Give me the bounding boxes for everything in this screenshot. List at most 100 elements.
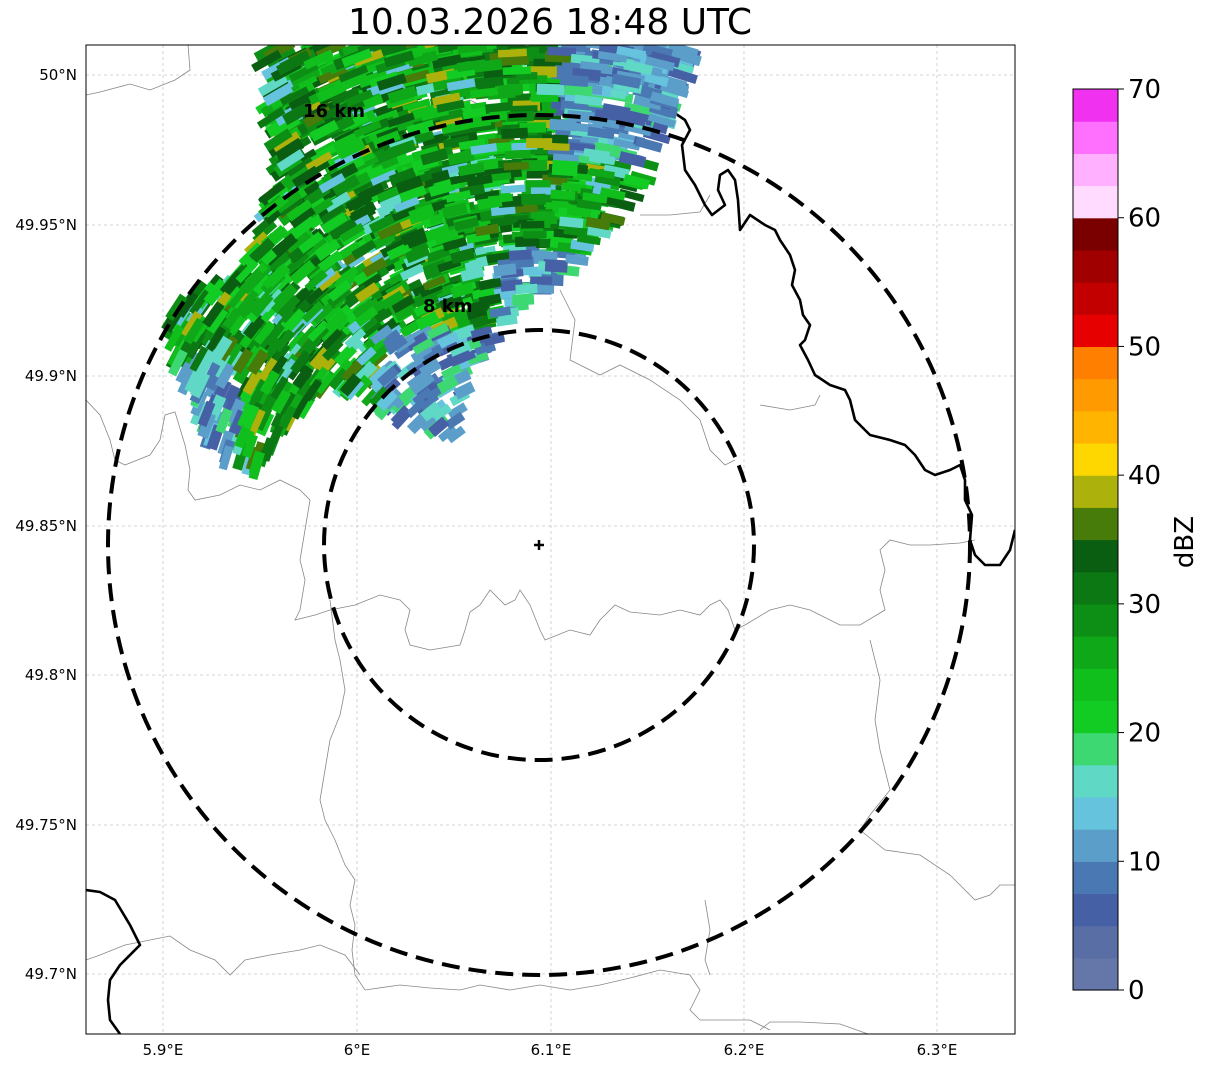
echo-cell xyxy=(618,110,647,127)
echo-cell xyxy=(442,135,471,150)
echo-cell xyxy=(405,230,432,249)
echo-cell xyxy=(383,50,415,68)
echo-cell xyxy=(466,174,493,187)
echo-cell xyxy=(380,239,406,258)
echo-cell xyxy=(286,156,316,181)
echo-cell xyxy=(180,310,204,339)
echo-cell xyxy=(362,257,388,278)
echo-cell xyxy=(413,299,437,317)
echo-cell xyxy=(667,45,699,60)
echo-cell xyxy=(248,237,276,264)
echo-cell xyxy=(424,224,451,242)
echo-cell xyxy=(304,270,328,292)
echo-cell xyxy=(639,71,669,87)
echo-cell xyxy=(394,302,418,322)
echo-cell xyxy=(431,92,462,109)
echo-cell xyxy=(376,184,404,203)
echo-cell xyxy=(324,309,349,333)
echo-cell xyxy=(659,82,690,99)
echo-cell xyxy=(315,372,335,395)
echo-cell xyxy=(439,293,464,312)
echo-cell xyxy=(375,45,407,58)
echo-cell xyxy=(423,169,451,186)
echo-cell xyxy=(318,172,346,194)
echo-cell xyxy=(210,335,233,363)
echo-cell xyxy=(450,247,476,265)
echo-cell xyxy=(333,343,358,368)
echo-cell xyxy=(206,307,229,334)
lat-tick-label: 49.95°N xyxy=(15,216,77,234)
echo-cell xyxy=(206,326,227,352)
echo-cell xyxy=(502,66,532,76)
echo-cell xyxy=(285,230,312,254)
echo-cell xyxy=(395,175,424,194)
echo-cell xyxy=(494,83,524,96)
echo-cell xyxy=(277,294,301,319)
echo-cell xyxy=(449,172,476,185)
echo-cell xyxy=(544,260,568,273)
echo-cell xyxy=(276,149,305,172)
echo-cell xyxy=(489,306,512,319)
echo-cell xyxy=(441,162,469,175)
echo-cell xyxy=(497,48,527,58)
echo-cell xyxy=(412,337,435,355)
echo-cell xyxy=(487,193,513,204)
echo-cell xyxy=(431,403,453,422)
echo-cell xyxy=(167,349,188,377)
echo-cell xyxy=(550,189,576,201)
echo-cell xyxy=(261,288,285,313)
echo-cell xyxy=(500,184,526,194)
echo-cell xyxy=(449,341,473,360)
echo-cell xyxy=(226,398,246,425)
echo-cell xyxy=(402,98,432,115)
echo-cell xyxy=(399,185,426,203)
echo-cell xyxy=(379,192,406,210)
echo-cell xyxy=(574,94,603,107)
echo-cell xyxy=(202,301,225,328)
echo-cell xyxy=(418,358,442,379)
echo-cell xyxy=(470,325,493,339)
echo-cell xyxy=(286,199,313,222)
echo-cell xyxy=(357,182,385,203)
echo-cell xyxy=(453,217,480,232)
echo-cell xyxy=(445,190,472,203)
echo-cell xyxy=(327,279,352,302)
echo-cell xyxy=(356,298,380,318)
echo-cell xyxy=(248,450,265,476)
echo-cell xyxy=(279,84,310,108)
echo-cell xyxy=(317,270,342,292)
echo-cell xyxy=(350,201,377,222)
echo-cell xyxy=(258,357,279,382)
echo-cell xyxy=(530,211,555,220)
echo-cell xyxy=(367,344,389,365)
echo-cell xyxy=(442,237,468,252)
echo-cell xyxy=(512,293,535,306)
echo-cell xyxy=(339,222,365,243)
echo-cell xyxy=(667,67,698,85)
echo-cell xyxy=(559,216,584,229)
echo-cell xyxy=(320,102,350,122)
echo-cell xyxy=(355,346,377,368)
echo-cell xyxy=(239,268,266,295)
echo-cell xyxy=(616,45,647,60)
echo-cell xyxy=(441,120,470,135)
echo-cell xyxy=(339,373,362,397)
echo-cell xyxy=(427,416,450,438)
echo-cell xyxy=(303,106,333,128)
echo-cell xyxy=(431,54,462,69)
lon-axis: 5.9°E 6°E 6.1°E 6.2°E 6.3°E xyxy=(143,1041,958,1059)
echo-cell xyxy=(450,282,475,299)
echo-cell xyxy=(412,196,439,211)
echo-cell xyxy=(370,324,393,345)
echo-cell xyxy=(467,352,489,365)
echo-cell xyxy=(236,289,259,315)
echo-cell xyxy=(536,83,565,96)
echo-cell xyxy=(272,283,298,309)
echo-cell xyxy=(215,362,236,390)
echo-cell xyxy=(633,95,663,111)
echo-cell xyxy=(623,173,650,190)
echo-cell xyxy=(458,162,485,177)
echo-cell xyxy=(602,164,630,180)
echo-cell xyxy=(421,344,444,362)
echo-cell xyxy=(426,322,450,340)
